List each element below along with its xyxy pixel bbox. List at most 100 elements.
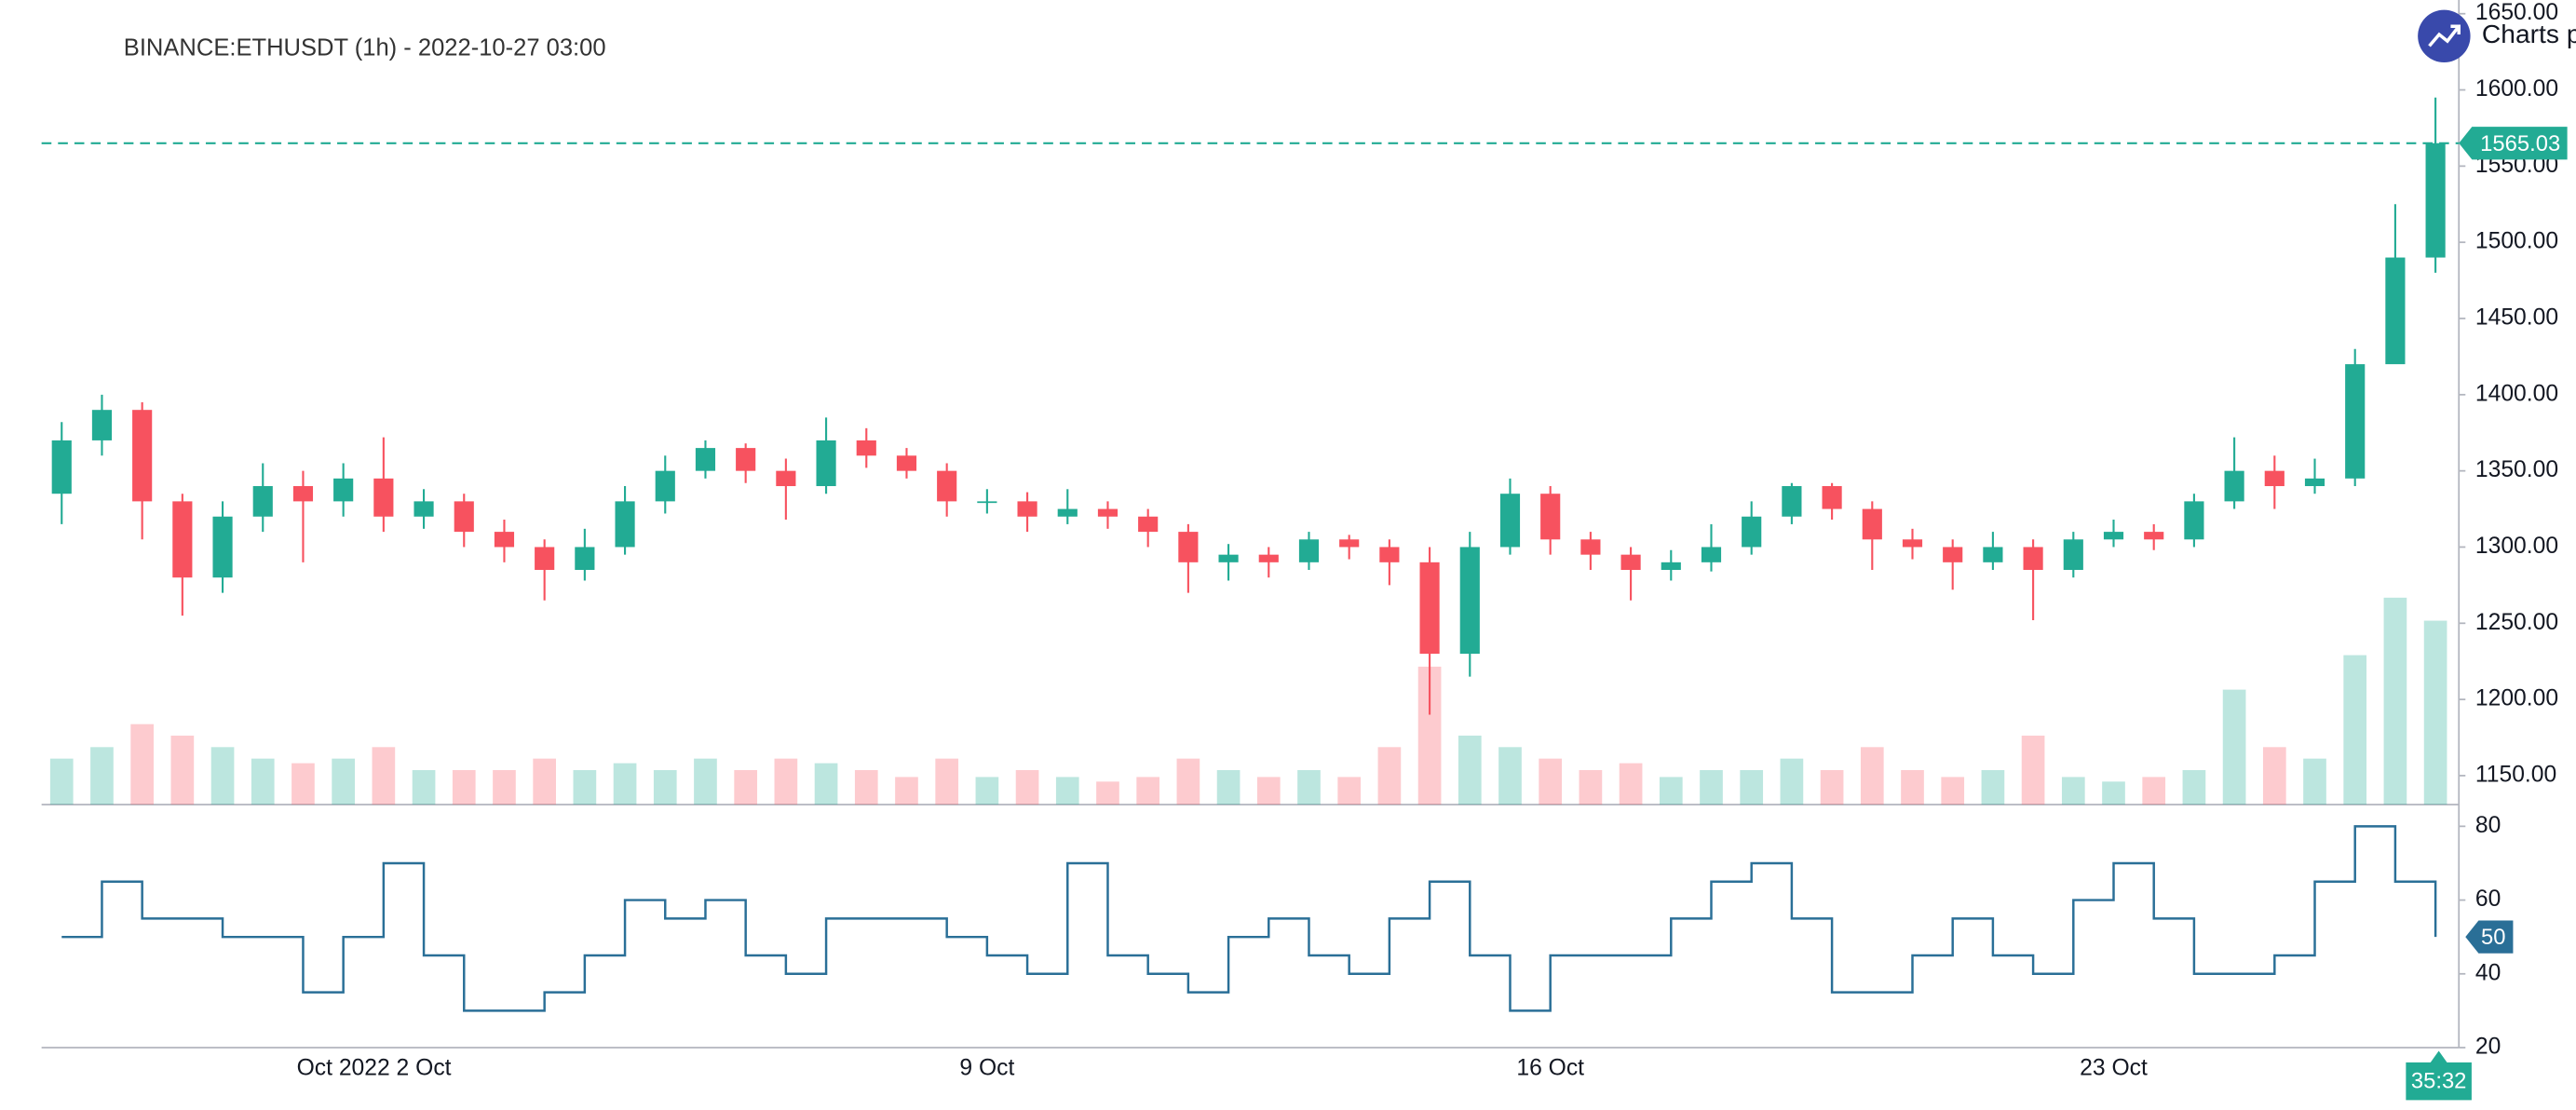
y-tick-label: 1250.00 <box>2475 610 2558 635</box>
candle-body <box>2264 470 2285 487</box>
candle-body <box>414 501 434 517</box>
x-tick-label: 9 Oct <box>959 1055 1014 1080</box>
volume-bar <box>412 769 436 805</box>
volume-bar <box>452 769 476 805</box>
candle-body <box>1097 508 1119 517</box>
volume-bar <box>170 735 195 805</box>
indicator-line <box>61 825 2437 1012</box>
candle-body <box>896 455 917 471</box>
candle-body <box>1218 554 1239 562</box>
candle-body <box>1943 547 1963 562</box>
volume-bar <box>533 758 557 805</box>
y-tick-label: 1300.00 <box>2475 534 2558 559</box>
candle-body <box>2224 470 2244 502</box>
volume-bar <box>1256 777 1281 805</box>
candle-body <box>1057 508 1078 517</box>
candle-body <box>1258 554 1279 562</box>
y-tick-label: 1350.00 <box>2475 457 2558 482</box>
candle-body <box>856 440 876 456</box>
candle-body <box>1379 547 1400 562</box>
volume-bar <box>332 758 355 805</box>
volume-bar <box>2423 620 2447 805</box>
volume-bar <box>2182 769 2206 805</box>
volume-bar <box>895 777 918 805</box>
volume-bar <box>130 724 154 805</box>
candle-body <box>454 501 474 533</box>
volume-bar <box>493 769 516 805</box>
candle-body <box>655 470 675 502</box>
candle-body <box>172 501 193 578</box>
volume-bar <box>2343 655 2367 805</box>
candle-body <box>1742 516 1762 548</box>
y-tick-label: 1400.00 <box>2475 381 2558 406</box>
volume-bar <box>1136 777 1160 805</box>
volume-bar <box>1740 769 1764 805</box>
candle-body <box>494 532 515 548</box>
volume-bar <box>1659 777 1683 805</box>
candle-body <box>1701 547 1722 562</box>
volume-bar <box>2061 777 2085 805</box>
volume-bar <box>49 758 74 805</box>
candle-body <box>1661 562 1681 571</box>
chart-title: BINANCE:ETHUSDT (1h) - 2022-10-27 03:00 <box>124 35 606 61</box>
candle-body <box>1178 532 1199 562</box>
volume-bar <box>1820 769 1844 805</box>
candle-body <box>2425 142 2446 258</box>
candle-body <box>51 440 72 494</box>
candle-body <box>333 478 354 502</box>
candle-body <box>1419 562 1440 655</box>
y-tick-label: 20 <box>2475 1035 2501 1060</box>
candle-body <box>91 410 113 440</box>
candle-body <box>937 470 957 502</box>
candle-body <box>1902 539 1923 548</box>
candle-body <box>1017 501 1037 517</box>
brand-logo[interactable] <box>2418 9 2471 63</box>
candle-body <box>132 410 153 502</box>
candle-body <box>1782 486 1802 517</box>
last-price-tag <box>2459 127 2568 160</box>
countdown-tag <box>2406 1050 2472 1101</box>
candle-body <box>1499 494 1521 548</box>
candle-body <box>292 486 314 502</box>
candle-body <box>2304 478 2325 487</box>
volume-bar <box>2222 689 2246 805</box>
volume-bar <box>613 763 637 805</box>
volume-bar <box>1176 758 1200 805</box>
volume-bar <box>1901 769 1924 805</box>
volume-bar <box>2021 735 2045 805</box>
candle-body <box>1620 554 1641 571</box>
x-tick-label: 2 Oct <box>397 1055 452 1080</box>
y-tick-label: 1650.00 <box>2475 0 2558 25</box>
volume-bar <box>1981 769 2005 805</box>
candle-body <box>776 470 796 487</box>
candle-body <box>2184 501 2204 540</box>
volume-bar <box>1457 735 1482 805</box>
candle-body <box>816 440 836 487</box>
volume-bar <box>1941 777 1965 805</box>
last-price-label: 1565.03 <box>2480 131 2560 156</box>
candle-body <box>977 501 997 504</box>
candle-body <box>2345 364 2366 479</box>
volume-bar <box>694 758 717 805</box>
volume-bar <box>1619 763 1643 805</box>
brand-logo-icon <box>2428 25 2461 47</box>
volume-bar <box>774 758 798 805</box>
countdown-label: 35:32 <box>2411 1068 2467 1093</box>
volume-bar <box>1539 758 1563 805</box>
volume-bar <box>2383 597 2407 805</box>
candle-body <box>2385 257 2406 365</box>
candle-body <box>1298 539 1320 562</box>
candle-body <box>1138 516 1159 533</box>
candle-body <box>1580 539 1601 555</box>
volume-bar <box>1096 781 1119 805</box>
brand-text[interactable]: Charts p <box>2482 19 2576 48</box>
volume-bar <box>210 747 235 805</box>
volume-bar <box>1377 747 1402 805</box>
volume-bar <box>975 777 999 805</box>
volume-bar <box>1700 769 1723 805</box>
y-tick-label: 80 <box>2475 813 2501 838</box>
y-tick-label: 1150.00 <box>2475 762 2556 787</box>
volume-bar <box>573 769 597 805</box>
